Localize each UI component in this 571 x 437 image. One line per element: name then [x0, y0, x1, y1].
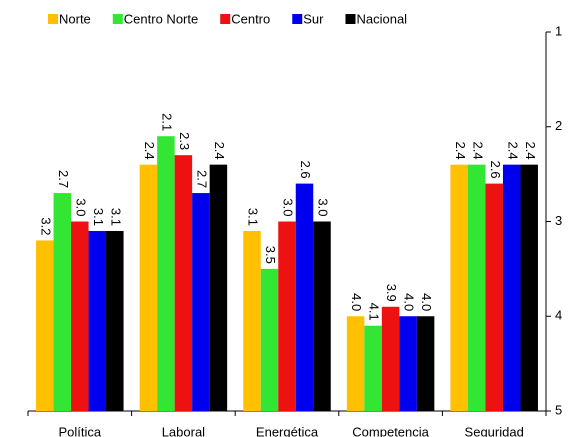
value-label: 3.2	[38, 217, 53, 235]
value-label: 2.4	[212, 142, 227, 160]
bar	[502, 164, 521, 411]
legend-swatch	[220, 14, 231, 24]
value-label: 2.4	[142, 142, 157, 160]
value-label: 2.6	[298, 161, 313, 179]
value-label: 2.4	[470, 142, 485, 160]
value-label: 3.0	[281, 198, 296, 216]
bar	[53, 193, 72, 411]
value-label: 2.4	[453, 142, 468, 160]
value-label: 3.5	[263, 246, 278, 264]
value-label: 2.7	[56, 170, 71, 188]
value-label: 4.0	[349, 293, 364, 311]
legend-swatch	[292, 14, 303, 24]
y-tick-label: 1	[555, 23, 562, 38]
value-label: 2.3	[177, 132, 192, 150]
value-label: 4.1	[367, 303, 382, 321]
bar	[520, 164, 538, 411]
bar	[399, 316, 417, 411]
bar	[88, 230, 107, 411]
bar	[260, 268, 279, 411]
bar	[416, 316, 435, 411]
legend-swatch	[345, 14, 356, 24]
legend-label: Norte	[59, 11, 91, 26]
bar	[157, 136, 175, 411]
value-label: 2.1	[159, 113, 174, 131]
bar	[381, 306, 400, 411]
value-label: 3.1	[91, 208, 106, 226]
legend-swatch	[112, 14, 123, 24]
y-tick-label: 5	[555, 402, 562, 417]
x-tick-label: Competencia	[352, 424, 429, 437]
x-tick-label: Política	[58, 424, 101, 437]
bar	[278, 221, 296, 411]
bar	[467, 164, 486, 411]
bar	[192, 193, 210, 411]
legend-label: Centro Norte	[124, 11, 198, 26]
bar	[346, 316, 365, 411]
bar	[450, 164, 468, 411]
value-label: 3.0	[73, 198, 88, 216]
value-label: 3.9	[384, 284, 399, 302]
bar	[71, 221, 89, 411]
bar	[295, 183, 314, 411]
value-label: 4.0	[419, 293, 434, 311]
value-label: 2.7	[194, 170, 209, 188]
x-tick-label: Energética	[256, 424, 319, 437]
value-label: 3.1	[108, 208, 123, 226]
value-label: 3.1	[246, 208, 261, 226]
y-tick-label: 3	[555, 213, 562, 228]
x-tick-label: Laboral	[162, 424, 205, 437]
bar	[139, 164, 158, 411]
y-tick-label: 2	[555, 118, 562, 133]
value-label: 3.0	[316, 198, 331, 216]
x-tick-label: Seguridad	[465, 424, 524, 437]
value-label: 4.0	[402, 293, 417, 311]
bar	[485, 183, 503, 411]
value-label: 2.4	[505, 142, 520, 160]
bar	[243, 230, 261, 411]
legend-label: Sur	[303, 11, 324, 26]
y-tick-label: 4	[555, 308, 562, 323]
bar	[36, 240, 54, 411]
value-label: 2.6	[488, 161, 503, 179]
bar	[209, 164, 228, 411]
legend-label: Centro	[231, 11, 270, 26]
legend-swatch	[48, 14, 58, 24]
bar	[364, 325, 382, 411]
bar	[106, 230, 124, 411]
value-label: 2.4	[523, 142, 538, 160]
bar	[313, 221, 331, 411]
bar	[174, 155, 193, 411]
legend-label: Nacional	[356, 11, 407, 26]
